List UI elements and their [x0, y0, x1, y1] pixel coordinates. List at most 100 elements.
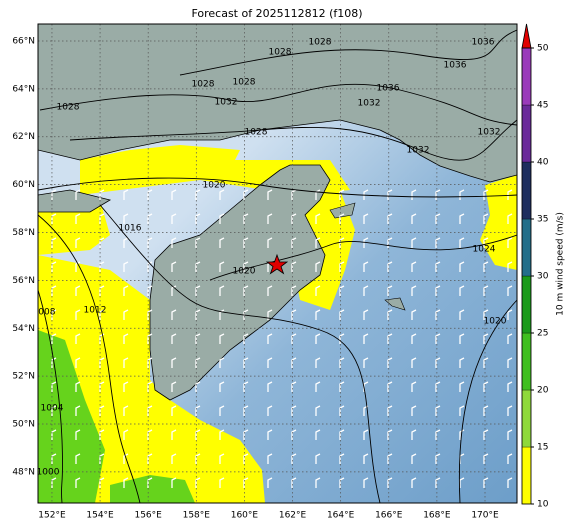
colorbar-tick-label: 10	[537, 500, 549, 510]
wind-barb	[387, 405, 393, 416]
wind-barb	[483, 429, 489, 440]
wind-barb	[507, 333, 513, 344]
wind-barb	[219, 285, 225, 296]
wind-barb	[243, 381, 249, 392]
wind-area	[38, 330, 105, 503]
wind-barb	[315, 237, 321, 248]
colorbar-extend	[521, 23, 532, 49]
wind-barb	[411, 333, 417, 344]
wind-barb	[411, 237, 417, 248]
isobar-label: 1036	[472, 38, 495, 48]
wind-barb	[123, 309, 129, 320]
wind-barb	[411, 189, 417, 200]
lat-tick-label: 58°N	[12, 228, 35, 238]
wind-barb	[459, 405, 465, 416]
wind-barb	[171, 429, 177, 440]
lon-tick-label: 158°E	[183, 511, 211, 521]
lon-tick-label: 166°E	[375, 511, 403, 521]
lon-tick-label: 154°E	[86, 511, 114, 521]
wind-barb	[339, 261, 345, 272]
wind-barb	[243, 213, 249, 224]
wind-barb	[363, 189, 369, 200]
wind-barb	[315, 261, 321, 272]
land	[38, 189, 112, 213]
wind-barb	[459, 357, 465, 368]
lat-tick-label: 52°N	[12, 372, 35, 382]
wind-barb	[291, 381, 297, 392]
lat-tick-label: 64°N	[12, 84, 35, 94]
colorbar-tick-label: 45	[537, 101, 548, 111]
wind-barb	[363, 429, 369, 440]
wind-barb	[267, 309, 273, 320]
isobar-label: 1028	[309, 38, 332, 48]
wind-barb	[219, 189, 225, 200]
lon-tick-label: 152°E	[38, 511, 66, 521]
wind-barb	[171, 357, 177, 368]
wind-barb	[483, 285, 489, 296]
isobar-label: 1028	[57, 103, 80, 113]
wind-barb	[363, 285, 369, 296]
wind-barb	[171, 381, 177, 392]
wind-barb	[291, 357, 297, 368]
wind-barb	[435, 405, 441, 416]
wind-barb	[387, 333, 393, 344]
wind-barb	[315, 309, 321, 320]
wind-barb	[339, 381, 345, 392]
wind-barb	[267, 405, 273, 416]
colorbar-tick-label: 40	[537, 158, 549, 168]
wind-barb	[339, 429, 345, 440]
wind-barb	[291, 453, 297, 464]
lat-tick-label: 56°N	[12, 276, 35, 286]
wind-barb	[507, 405, 513, 416]
isobar	[179, 29, 517, 76]
wind-barb	[75, 429, 81, 440]
colorbar-tick-label: 30	[537, 272, 549, 282]
isobar-label: 1028	[192, 80, 215, 90]
wind-barb	[411, 213, 417, 224]
wind-barb	[507, 237, 513, 248]
wind-barb	[219, 333, 225, 344]
wind-barb	[315, 477, 321, 488]
wind-barb	[123, 333, 129, 344]
wind-barb	[387, 381, 393, 392]
wind-barb	[363, 261, 369, 272]
wind-barb	[339, 357, 345, 368]
wind-barb	[123, 453, 129, 464]
wind-barb	[507, 429, 513, 440]
isobar-label: 1028	[233, 78, 256, 88]
wind-barb	[123, 285, 129, 296]
colorbar-band	[521, 275, 532, 334]
wind-barb	[483, 453, 489, 464]
wind-barb	[507, 309, 513, 320]
isobar-label: 1016	[119, 224, 142, 234]
wind-barb	[435, 453, 441, 464]
wind-barb	[243, 429, 249, 440]
wind-barb	[75, 213, 81, 224]
wind-barb	[507, 261, 513, 272]
wind-barb	[459, 237, 465, 248]
lon-tick-label: 160°E	[231, 511, 259, 521]
wind-barb	[315, 213, 321, 224]
wind-barb	[243, 405, 249, 416]
wind-barb	[243, 237, 249, 248]
wind-barb	[411, 285, 417, 296]
wind-barb	[267, 357, 273, 368]
isobar-label: 1032	[358, 99, 381, 109]
wind-barb	[339, 453, 345, 464]
colorbar-band	[521, 332, 532, 391]
wind-barb	[267, 453, 273, 464]
wind-barb	[387, 261, 393, 272]
lon-tick-label: 164°E	[327, 511, 355, 521]
lat-tick-label: 62°N	[12, 132, 35, 142]
wind-barb	[75, 333, 81, 344]
wind-barb	[483, 381, 489, 392]
wind-barb	[483, 213, 489, 224]
wind-barb	[483, 357, 489, 368]
isobar	[38, 177, 517, 198]
lat-tick-label: 54°N	[12, 324, 35, 334]
wind-barb	[483, 189, 489, 200]
wind-barb	[123, 261, 129, 272]
wind-barb	[315, 381, 321, 392]
